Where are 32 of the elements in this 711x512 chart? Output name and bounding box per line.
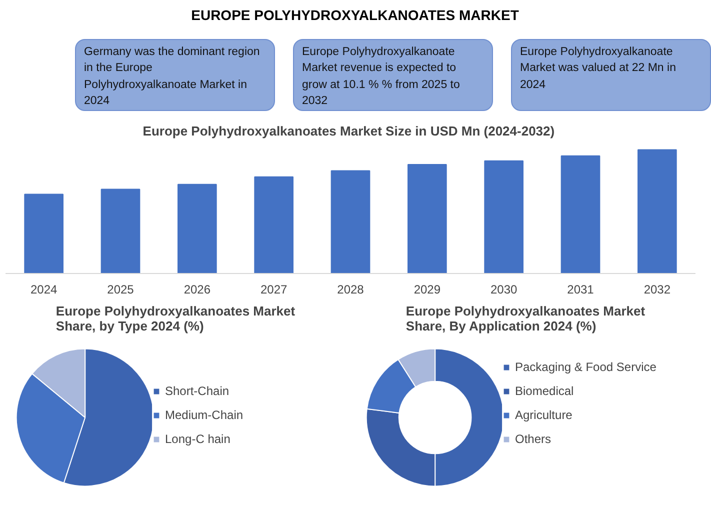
bar xyxy=(330,170,370,274)
legend-label: Packaging & Food Service xyxy=(515,360,656,374)
text: Germany was the dominant region in the Europe Polyhydroxyalkanoate Market in 2024 xyxy=(84,45,261,110)
bar xyxy=(254,176,294,274)
x-tick-label: 2031 xyxy=(567,282,594,296)
bar xyxy=(408,164,447,274)
x-tick-label: 2028 xyxy=(337,282,364,296)
bar xyxy=(560,155,600,274)
legend-label: Agriculture xyxy=(515,408,572,422)
bar xyxy=(24,194,64,274)
bar xyxy=(484,160,524,274)
legend-label: Others xyxy=(515,432,552,446)
x-tick-label: 2027 xyxy=(260,282,288,296)
x-tick-label: 2024 xyxy=(30,282,58,296)
x-tick-label: 2025 xyxy=(107,282,134,296)
text: Europe Polyhydroxyalkanoate Market was valued at 22 Mn in 2024 xyxy=(520,45,677,93)
legend-label: Short-Chain xyxy=(165,384,230,398)
bar xyxy=(638,149,677,274)
legend-label: Biomedical xyxy=(515,384,574,398)
x-tick-label: 2029 xyxy=(414,282,441,296)
chart-title: Europe Polyhydroxyalkanoates Market Size in USD Mn (2024-2032) xyxy=(142,124,555,138)
bar xyxy=(100,188,140,274)
x-tick-label: 2032 xyxy=(644,282,671,296)
text: EUROPE POLYHYDROXYALKANOATES MARKET xyxy=(191,6,519,25)
chart-title: Europe Polyhydroxyalkanoates Market Share, by Type 2024 (%) xyxy=(56,304,296,334)
legend-label: Long-C hain xyxy=(165,432,230,446)
x-tick-label: 2030 xyxy=(490,282,518,296)
legend-label: Medium-Chain xyxy=(165,408,244,422)
x-tick-label: 2026 xyxy=(184,282,211,296)
chart-title: Europe Polyhydroxyalkanoates Market Share, By Application 2024 (%) xyxy=(406,304,646,334)
text: Europe Polyhydroxyalkanoate Market revenue is expected to grow at 10.1 % % from 2025 to 2032 xyxy=(302,45,461,110)
bar xyxy=(178,184,217,274)
